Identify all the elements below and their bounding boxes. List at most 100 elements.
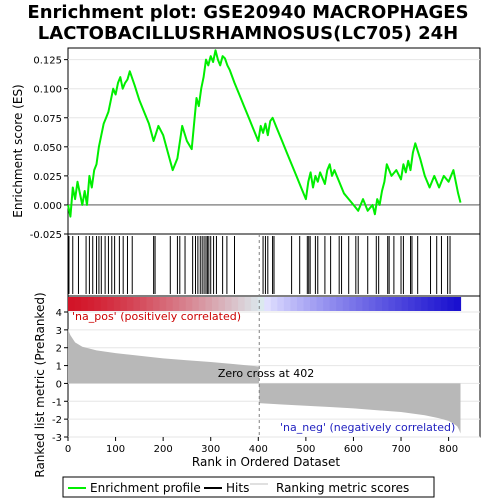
color-bar-segment	[94, 297, 102, 311]
color-bar-segment	[257, 297, 265, 311]
es-y-tick-label: 0.125	[33, 56, 62, 67]
pos-correlated-label: 'na_pos' (positively correlated)	[72, 310, 241, 323]
color-bar-segment	[440, 297, 449, 311]
color-bar-segment	[362, 297, 370, 311]
color-bar-segment	[414, 297, 422, 311]
color-bar-segment	[107, 297, 115, 311]
color-bar-segment	[427, 297, 435, 311]
color-bar-segment	[198, 297, 206, 311]
color-bar-segment	[211, 297, 220, 311]
chart-title-line-2: LACTOBACILLUSRHAMNOSUS(LC705) 24H	[38, 23, 458, 44]
metric-x-tick-label: 800	[439, 444, 458, 455]
es-y-tick-label: 0.000	[33, 201, 62, 212]
color-bar-segment	[264, 297, 272, 311]
color-bar-segment	[172, 297, 180, 311]
legend: Enrichment profile Hits Ranking metric s…	[62, 476, 435, 498]
legend-frame	[62, 476, 435, 498]
metric-y-axis: -3 -2 -1 0 1 2 3 4	[52, 308, 68, 444]
neg-correlated-label: 'na_neg' (negatively correlated)	[280, 421, 455, 434]
metric-x-axis-label: Rank in Ordered Dataset	[192, 455, 340, 469]
color-bar-segment	[349, 297, 357, 311]
color-bar-segment	[401, 297, 409, 311]
metric-y-tick-label: 1	[56, 362, 62, 373]
metric-y-tick-label: 4	[56, 308, 62, 319]
metric-x-tick-label: 100	[106, 444, 125, 455]
color-bar-segment	[192, 297, 200, 311]
metric-x-tick-label: 400	[249, 444, 268, 455]
color-bar-segment	[139, 297, 148, 311]
metric-y-tick-label: -3	[52, 433, 62, 444]
metric-y-tick-label: 0	[56, 379, 62, 390]
es-y-axis: -0.025 0.000 0.025 0.050 0.075 0.100 0.125	[30, 56, 68, 241]
color-bar-segment	[231, 297, 239, 311]
legend-enrichment-label: Enrichment profile	[90, 481, 201, 495]
color-bar-segment	[113, 297, 121, 311]
es-panel-frame	[67, 47, 481, 235]
color-bar-segment	[68, 297, 76, 311]
color-bar-segment	[185, 297, 193, 311]
legend-metric-label: Ranking metric scores	[276, 481, 409, 495]
color-bar-segment	[336, 297, 344, 311]
color-bar-segment	[303, 297, 311, 311]
es-y-tick-label: 0.050	[33, 143, 62, 154]
metric-x-tick-label: 500	[296, 444, 315, 455]
metric-panel: -3 -2 -1 0 1 2 3 4 0 100 200 300 400 500 600 700 800 'n…	[33, 234, 481, 478]
color-bar-segment	[126, 297, 135, 311]
color-bar-segment	[342, 297, 350, 311]
color-bar-segment	[81, 297, 89, 311]
zero-cross-label: Zero cross at 402	[218, 367, 314, 380]
color-bar-segment	[146, 297, 154, 311]
color-bar-segment	[270, 297, 278, 311]
metric-y-tick-label: -2	[52, 415, 62, 426]
es-y-tick-label: 0.075	[33, 114, 62, 125]
color-bar-segment	[159, 297, 167, 311]
metric-y-tick-label: 3	[56, 326, 62, 337]
es-y-tick-label: -0.025	[30, 230, 62, 241]
color-bar-segment	[395, 297, 403, 311]
metric-x-axis: 0 100 200 300 400 500 600 700 800	[65, 437, 458, 455]
color-bar-segment	[355, 297, 363, 311]
color-bar-segment	[290, 297, 298, 311]
color-bar-segment	[388, 297, 396, 311]
legend-hits-label: Hits	[226, 481, 249, 495]
color-bar-segment	[153, 297, 161, 311]
metric-x-tick-label: 600	[344, 444, 363, 455]
color-bar-segments	[68, 297, 462, 311]
color-bar-segment	[87, 297, 95, 311]
color-bar-segment	[277, 297, 285, 311]
enrichment-profile-line	[67, 49, 462, 218]
metric-x-tick-label: 0	[65, 444, 71, 455]
color-bar-segment	[375, 297, 383, 311]
color-bar-segment	[251, 297, 259, 311]
ranked-metric-area	[68, 329, 461, 434]
chart-title-line-1: Enrichment plot: GSE20940 MACROPHAGES	[27, 2, 468, 23]
es-y-tick-label: 0.025	[33, 172, 62, 183]
color-bar-segment	[120, 297, 128, 311]
es-line-group	[67, 49, 462, 218]
color-bar-segment	[421, 297, 429, 311]
color-bar-segment	[434, 297, 442, 311]
color-bar-segment	[453, 297, 462, 311]
color-bar-segment	[179, 297, 187, 311]
es-y-tick-label: 0.100	[33, 85, 62, 96]
color-bar-segment	[74, 297, 82, 311]
color-bar-segment	[166, 297, 174, 311]
color-bar-segment	[381, 297, 390, 311]
color-bar-segment	[368, 297, 377, 311]
color-bar-segment	[316, 297, 324, 311]
color-bar-segment	[100, 297, 108, 311]
color-bar-segment	[133, 297, 141, 311]
hits-group	[68, 236, 451, 294]
color-bar-segment	[408, 297, 416, 311]
color-bar-segment	[283, 297, 292, 311]
metric-y-axis-label: Ranked list metric (PreRanked)	[33, 292, 47, 477]
rank-color-bar	[67, 295, 481, 313]
color-bar-segment	[296, 297, 305, 311]
color-bar-segment	[224, 297, 233, 311]
color-bar-segment	[244, 297, 252, 311]
es-panel: -0.025 0.000 0.025 0.050 0.075 0.100 0.125 Enr…	[11, 47, 481, 241]
color-bar-segment	[310, 297, 318, 311]
metric-x-tick-label: 700	[391, 444, 410, 455]
metric-y-tick-label: -1	[52, 397, 62, 408]
